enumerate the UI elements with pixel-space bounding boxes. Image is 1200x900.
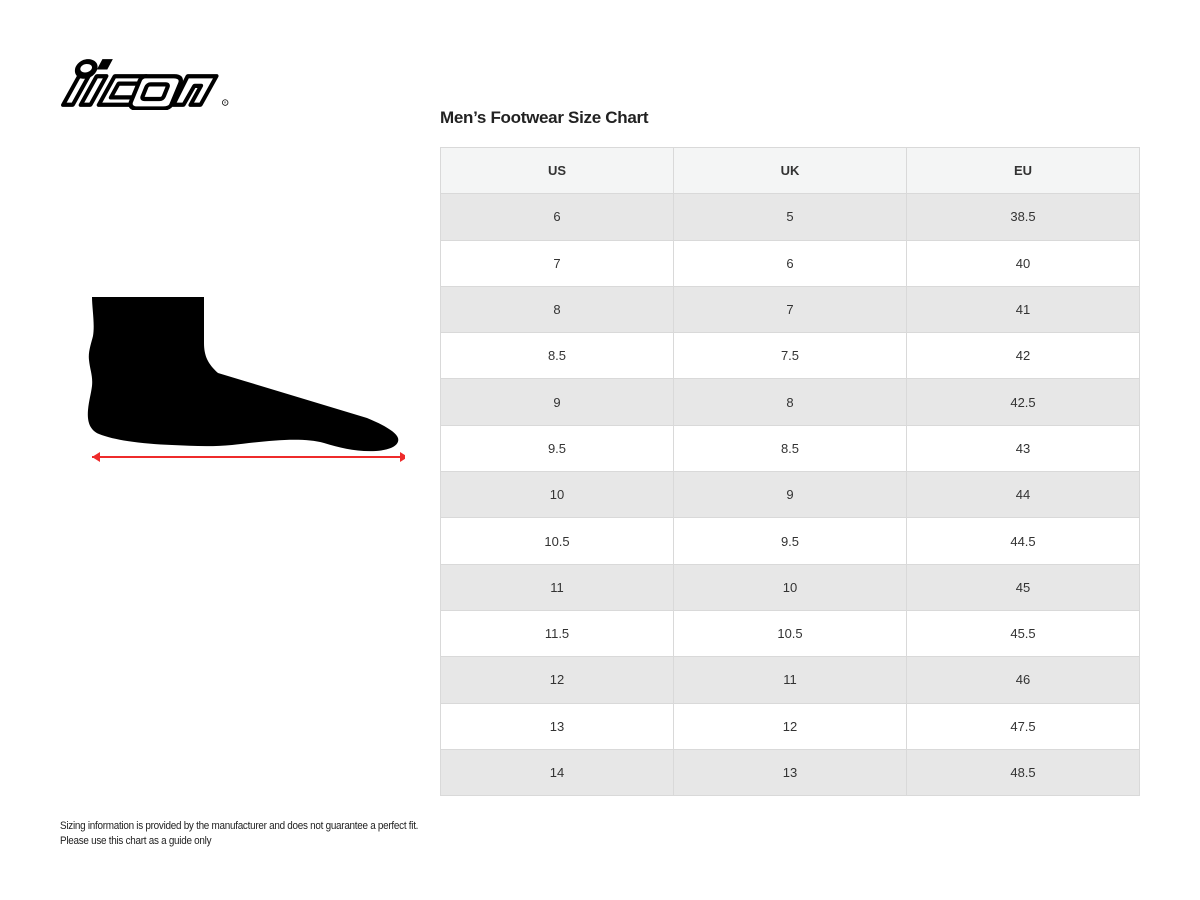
svg-text:R: R [224, 101, 226, 105]
